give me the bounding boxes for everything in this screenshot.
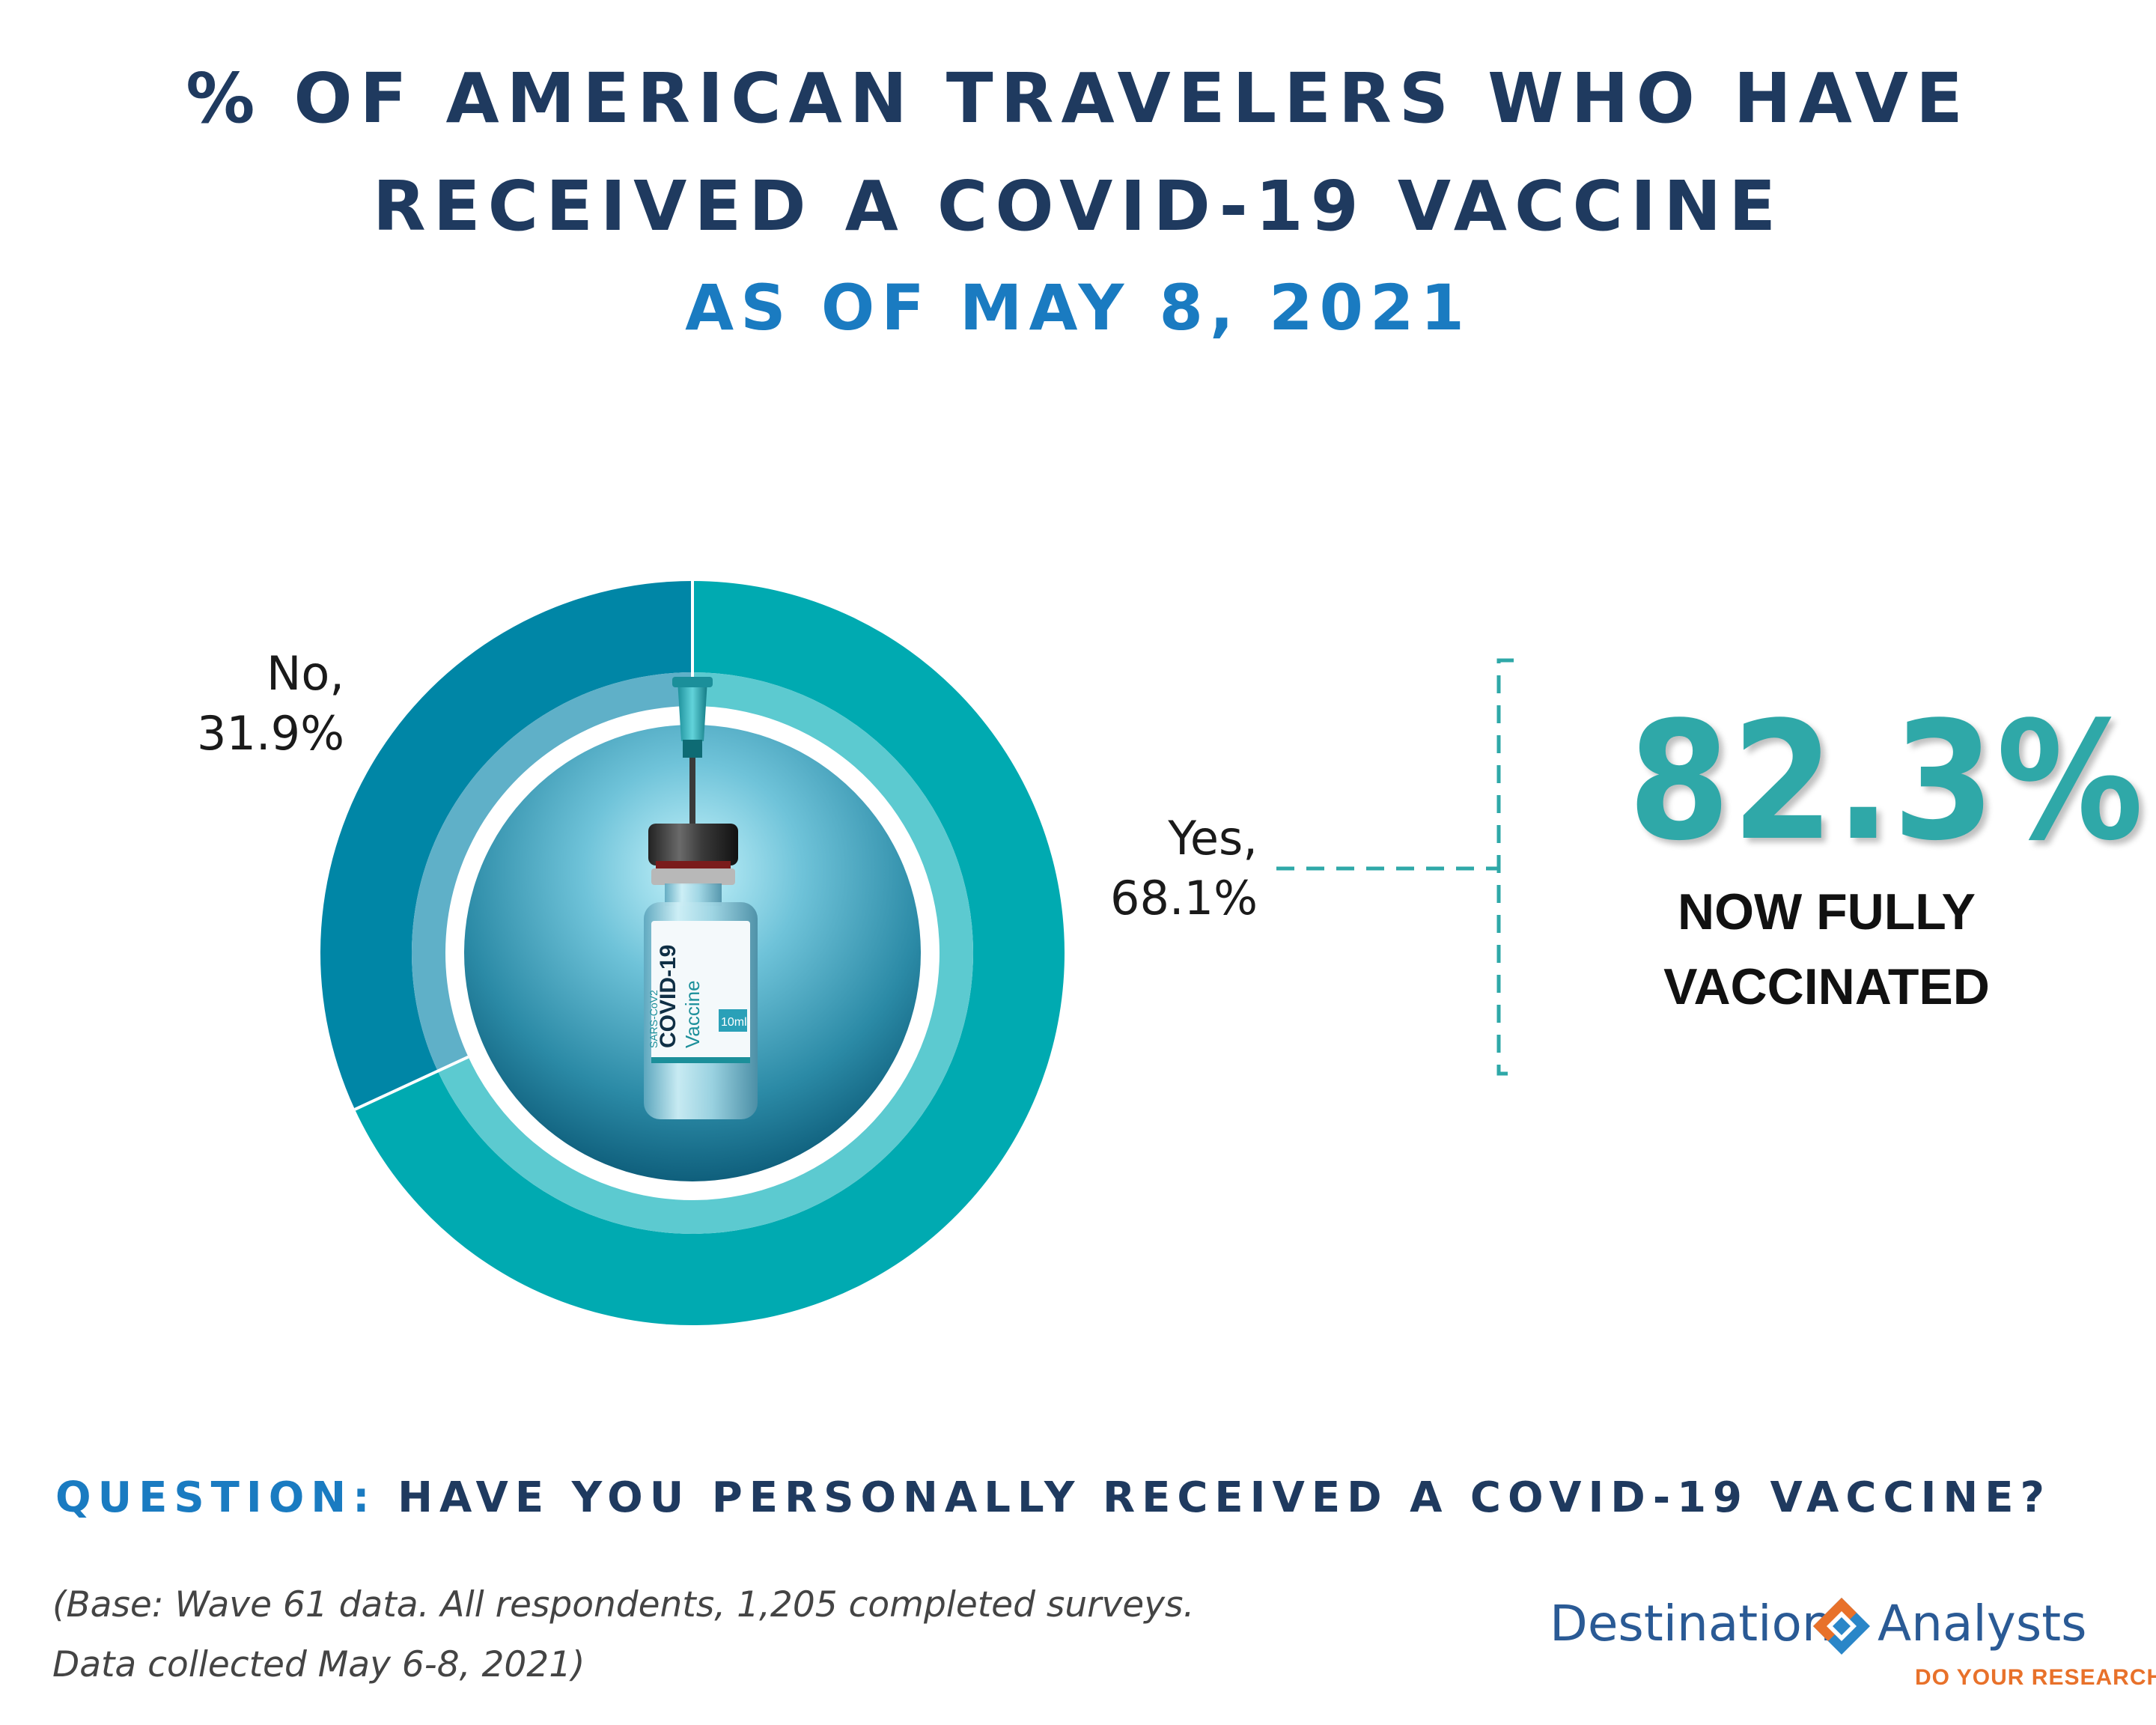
fully-vaccinated-caption: NOW FULLY VACCINATED bbox=[1572, 874, 2081, 1024]
logo-tagline: DO YOUR RESEARCH bbox=[1915, 1665, 2156, 1690]
slice-label-yes-value: 68.1% bbox=[1110, 871, 1258, 925]
slice-label-no-value: 31.9% bbox=[197, 706, 344, 761]
question-prefix: QUESTION: bbox=[55, 1473, 377, 1522]
chart-title-line-2: RECEIVED A COVID-19 VACCINE bbox=[372, 166, 1784, 246]
vial-volume-label: 10ml bbox=[721, 1016, 747, 1029]
slice-label-yes-category: Yes, bbox=[1168, 811, 1258, 865]
callout-connector bbox=[1276, 658, 1514, 1076]
base-note-line-1: (Base: Wave 61 data. All respondents, 1,… bbox=[52, 1584, 1195, 1625]
vial-brand-label: COVID-19 bbox=[656, 945, 680, 1048]
base-note-line-2: Data collected May 6-8, 2021) bbox=[52, 1644, 585, 1685]
survey-question: QUESTION: HAVE YOU PERSONALLY RECEIVED A… bbox=[55, 1473, 2051, 1522]
question-text: HAVE YOU PERSONALLY RECEIVED A COVID-19 … bbox=[398, 1473, 2052, 1522]
vial-side-label: SARS-CoV2 bbox=[648, 990, 660, 1048]
chart-title-line-1: % OF AMERICAN TRAVELERS WHO HAVE bbox=[186, 58, 1970, 139]
donut-slice-no bbox=[320, 581, 692, 1110]
caption-line-2: VACCINATED bbox=[1663, 958, 1990, 1015]
donut-inner-ring-no bbox=[412, 672, 692, 1071]
slice-divider-no bbox=[354, 1055, 469, 1111]
slice-label-no: No, 31.9% bbox=[150, 644, 344, 764]
vaccine-vial-icon bbox=[644, 677, 758, 1119]
diamond-logo-icon bbox=[1813, 1598, 1870, 1655]
logo-word-analysts: Analysts bbox=[1878, 1595, 2087, 1652]
chart-subtitle: AS OF MAY 8, 2021 bbox=[685, 271, 1471, 344]
caption-line-1: NOW FULLY bbox=[1678, 883, 1976, 940]
base-note: (Base: Wave 61 data. All respondents, 1,… bbox=[52, 1575, 1325, 1695]
slice-label-no-category: No, bbox=[266, 646, 344, 701]
vial-name-label: Vaccine bbox=[681, 980, 704, 1048]
destination-analysts-logo: Destination Analysts DO YOUR RESEARCH bbox=[1550, 1595, 2156, 1700]
slice-label-yes: Yes, 68.1% bbox=[1078, 809, 1258, 928]
fully-vaccinated-value: 82.3% bbox=[1627, 687, 2146, 877]
logo-word-destination: Destination bbox=[1550, 1595, 1833, 1652]
